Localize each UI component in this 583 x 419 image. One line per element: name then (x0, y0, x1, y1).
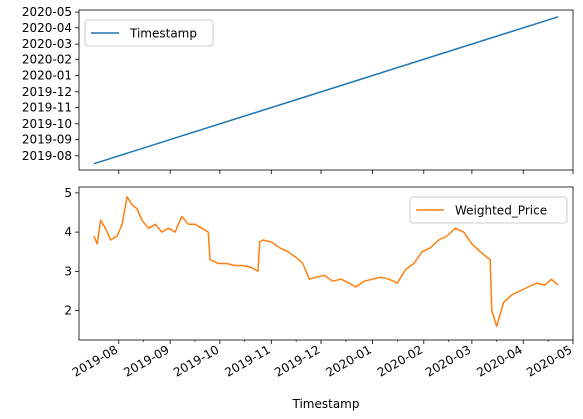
bottom-x-axis-label: Timestamp (292, 397, 360, 411)
bottom-x-ticks: 2019-08 2019-09 2019-10 2019-11 2019-12 2020-… (70, 340, 575, 380)
bottom-x-tick-label: 2020-05 (524, 342, 574, 379)
bottom-y-tick-label: 2 (64, 304, 72, 318)
top-y-tick-label: 2019-11 (22, 101, 72, 115)
bottom-series-lines (93, 196, 559, 328)
bottom-x-tick-label: 2019-08 (70, 342, 120, 379)
top-y-tick-label: 2020-05 (22, 5, 72, 19)
top-y-tick-label: 2020-03 (22, 37, 72, 51)
bottom-y-tick-label: 3 (64, 264, 72, 278)
top-y-tick-label: 2019-09 (22, 133, 72, 147)
top-y-tick-label: 2020-01 (22, 69, 72, 83)
bottom-x-tick-label: 2019-11 (222, 342, 272, 379)
top-y-tick-label: 2019-08 (22, 149, 72, 163)
bottom-y-tick-label: 5 (64, 186, 72, 200)
top-legend: Timestamp (84, 19, 214, 47)
top-y-ticks: 2019-08 2019-09 2019-10 2019-11 2019-12 2020-… (22, 5, 79, 163)
bottom-y-tick-label: 4 (64, 225, 72, 239)
top-legend-box (84, 19, 214, 47)
bottom-x-tick-label: 2020-04 (474, 342, 524, 379)
bottom-x-tick-label: 2019-09 (121, 342, 171, 379)
top-y-tick-label: 2020-04 (22, 21, 72, 35)
bottom-x-tick-label: 2019-12 (272, 342, 322, 379)
timestamp-series-line (93, 16, 559, 165)
top-y-tick-label: 2020-02 (22, 52, 72, 66)
bottom-legend-label: Weighted_Price (455, 204, 547, 218)
top-series-lines (93, 16, 559, 165)
bottom-x-tick-label: 2020-02 (375, 342, 425, 379)
bottom-x-tick-label: 2020-03 (423, 342, 473, 379)
bottom-legend-box (409, 196, 568, 224)
bottom-y-ticks: 2 3 4 5 (64, 186, 79, 318)
top-x-ticks (118, 170, 574, 174)
bottom-x-tick-label: 2020-01 (323, 342, 373, 379)
weighted-price-series-line (93, 196, 559, 328)
top-y-tick-label: 2019-10 (22, 117, 72, 131)
bottom-axes: 2 3 4 5 2019-08 2019-09 2019-10 2019-11 2019-12… (64, 186, 574, 411)
top-axes: 2019-08 2019-09 2019-10 2019-11 2019-12 2020-… (22, 5, 574, 174)
bottom-legend: Weighted_Price (409, 196, 568, 224)
bottom-x-tick-label: 2019-10 (171, 342, 221, 379)
top-legend-label: Timestamp (129, 27, 197, 41)
top-y-tick-label: 2019-12 (22, 85, 72, 99)
